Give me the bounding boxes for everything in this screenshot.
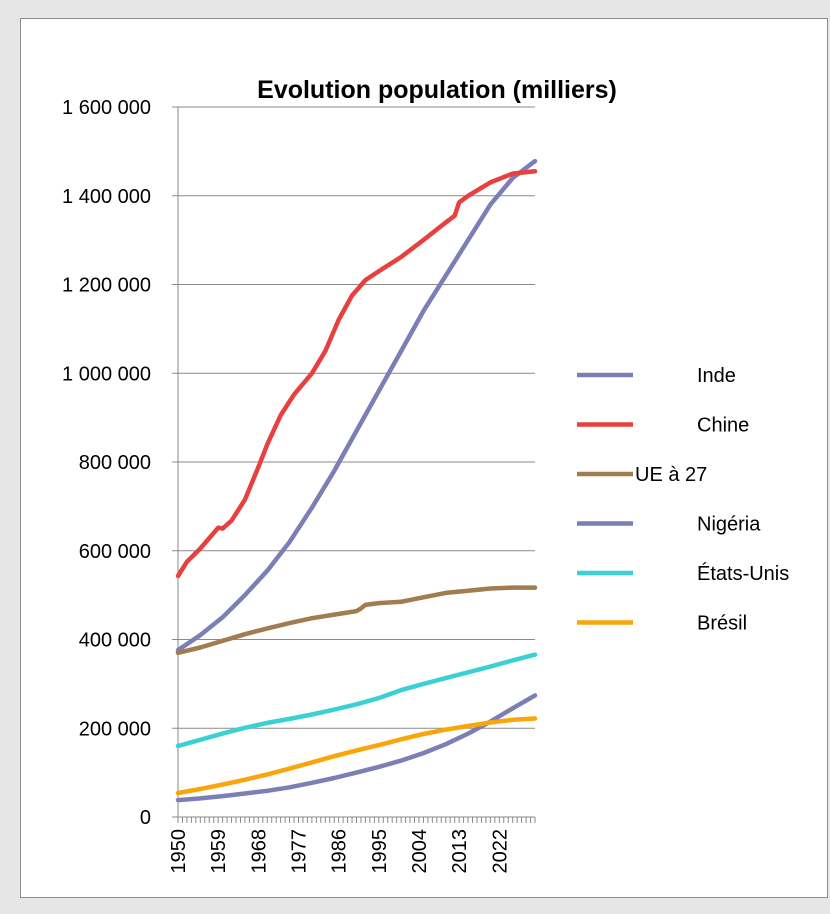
y-tick-labels: 0 200 000 400 000 600 000 800 000 1 000 000 1 … [62, 97, 151, 829]
legend-label-1: Chine [697, 415, 749, 437]
y-tick-label: 1 600 000 [62, 97, 151, 119]
x-tick-label: 1959 [208, 829, 230, 874]
x-tick-label: 1977 [288, 829, 310, 874]
chart-title: Evolution population (milliers) [257, 76, 617, 104]
axes [177, 107, 536, 823]
legend-label-4: États-Unis [697, 562, 789, 585]
series-line-3 [175, 693, 538, 803]
y-tick-label: 0 [140, 807, 151, 829]
legend-label-5: Brésil [697, 613, 747, 635]
grid-lines [172, 106, 535, 818]
y-tick-label: 400 000 [79, 630, 151, 652]
legend: Inde Chine UE à 27 Nigéria États-Unis Brésil [577, 365, 789, 635]
series-line-2 [175, 585, 538, 656]
x-tick-label: 1986 [329, 829, 351, 874]
y-tick-label: 600 000 [79, 541, 151, 563]
x-tick-label: 2013 [449, 829, 471, 874]
x-tick-label: 2022 [489, 829, 511, 874]
x-tick-label: 1950 [168, 829, 190, 874]
series-line-4 [175, 652, 538, 749]
series-line-5 [175, 716, 538, 796]
y-tick-label: 1 200 000 [62, 275, 151, 297]
legend-label-0: Inde [697, 365, 736, 387]
chart-frame: Evolution population (milliers) 0 200 000… [20, 18, 828, 898]
y-tick-label: 800 000 [79, 452, 151, 474]
series-lines [175, 158, 538, 803]
legend-label-2: UE à 27 [635, 464, 707, 486]
x-tick-label: 2004 [409, 829, 431, 874]
x-tick-labels: 1950 1959 1968 1977 1986 1995 2004 2013 2022 [168, 829, 511, 874]
y-tick-label: 200 000 [79, 718, 151, 740]
y-tick-label: 1 400 000 [62, 186, 151, 208]
line-chart: Evolution population (milliers) 0 200 000… [62, 76, 789, 874]
legend-label-3: Nigéria [697, 514, 761, 536]
x-tick-label: 1968 [248, 829, 270, 874]
series-line-1 [175, 169, 538, 579]
y-tick-label: 1 000 000 [62, 363, 151, 385]
x-tick-label: 1995 [369, 829, 391, 874]
series-line-0 [175, 158, 538, 653]
